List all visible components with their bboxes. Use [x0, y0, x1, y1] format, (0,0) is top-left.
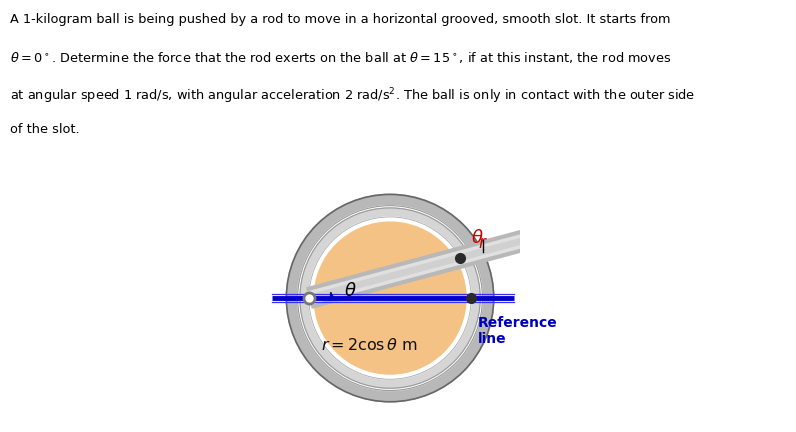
Text: at angular speed 1 rad/s, with angular acceleration 2 rad/s$^2$. The ball is onl: at angular speed 1 rad/s, with angular a… — [10, 86, 696, 106]
Text: $\theta$: $\theta$ — [470, 229, 483, 247]
Text: Reference
line: Reference line — [478, 316, 558, 346]
Circle shape — [314, 222, 466, 375]
Circle shape — [300, 208, 480, 388]
Circle shape — [309, 217, 471, 379]
Circle shape — [298, 206, 482, 391]
Text: of the slot.: of the slot. — [10, 123, 80, 136]
Circle shape — [287, 194, 494, 402]
Text: A 1-kilogram ball is being pushed by a rod to move in a horizontal grooved, smoo: A 1-kilogram ball is being pushed by a r… — [10, 13, 671, 26]
Text: $\theta$: $\theta$ — [344, 283, 357, 300]
Text: $r$: $r$ — [478, 234, 488, 252]
Text: $\theta = 0^\circ$. Determine the force that the rod exerts on the ball at $\the: $\theta = 0^\circ$. Determine the force … — [10, 50, 672, 65]
Text: $r = 2\cos\theta$ m: $r = 2\cos\theta$ m — [322, 337, 418, 353]
